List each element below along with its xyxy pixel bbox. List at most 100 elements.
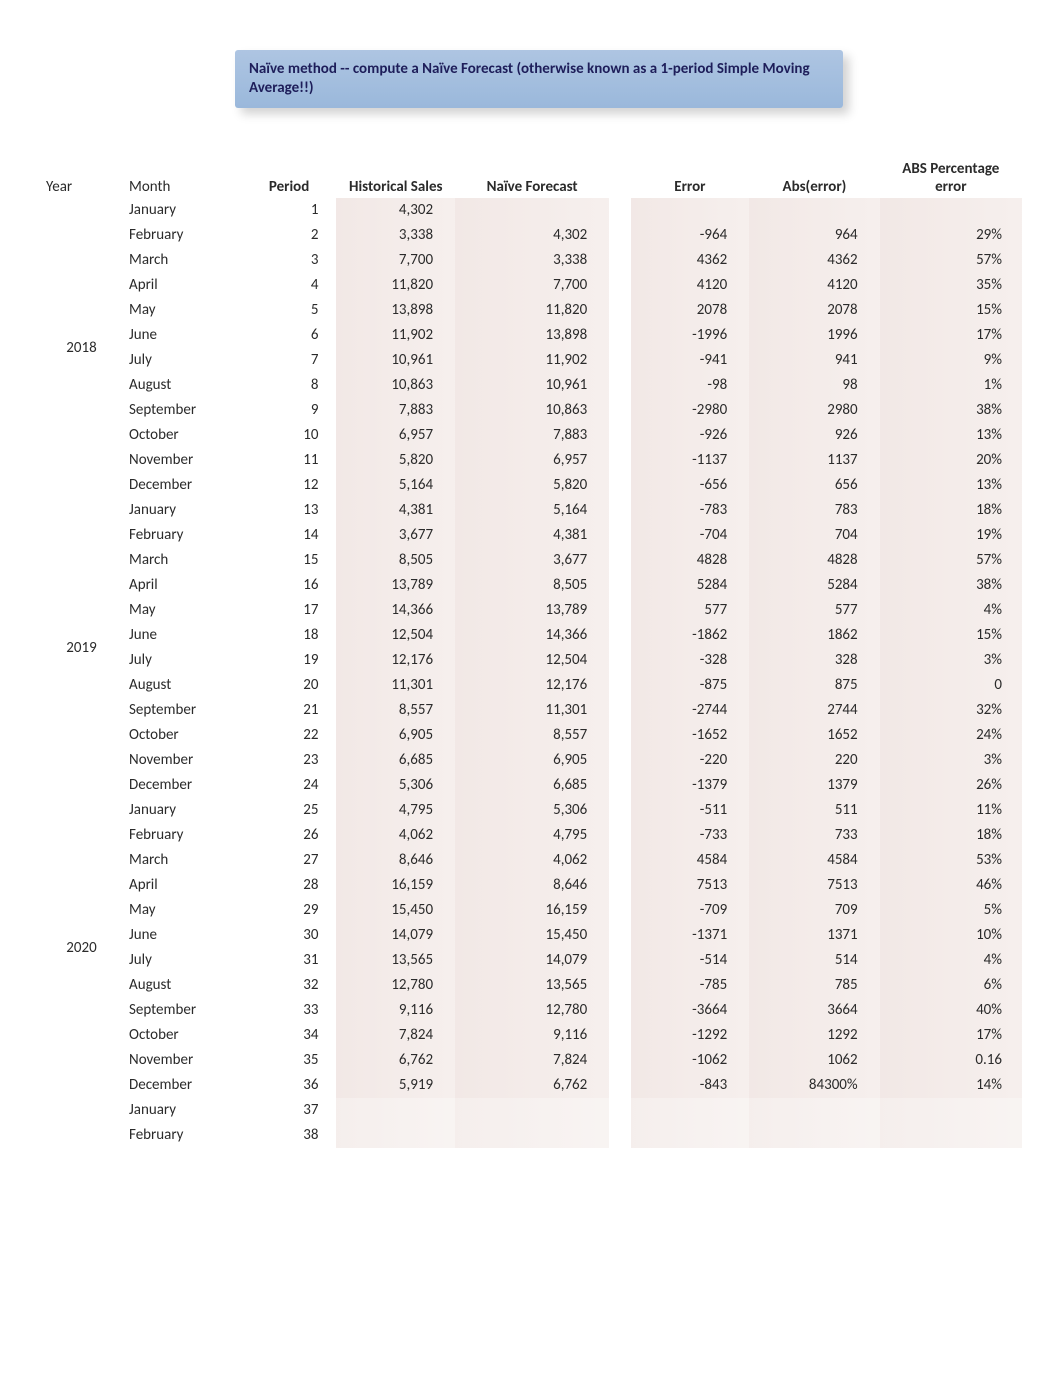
pct-cell: 24% [880, 723, 1022, 748]
hdr-gap [609, 158, 630, 198]
error-cell: -656 [631, 473, 750, 498]
pct-cell: 17% [880, 1023, 1022, 1048]
month-cell: March [123, 248, 242, 273]
period-cell: 28 [242, 873, 337, 898]
error-cell: -843 [631, 1073, 750, 1098]
table-row: May513,89811,8202078207815% [40, 298, 1022, 323]
pct-cell: 35% [880, 273, 1022, 298]
abserr-cell: 875 [749, 673, 879, 698]
period-cell: 36 [242, 1073, 337, 1098]
abserr-cell: 733 [749, 823, 879, 848]
gap-cell [609, 923, 630, 948]
abserr-cell: 220 [749, 748, 879, 773]
pct-cell: 18% [880, 823, 1022, 848]
pct-cell: 6% [880, 973, 1022, 998]
gap-cell [609, 998, 630, 1023]
sales-cell: 4,381 [336, 498, 455, 523]
pct-cell: 26% [880, 773, 1022, 798]
forecast-cell: 11,301 [455, 698, 609, 723]
table-row: July1912,17612,504-3283283% [40, 648, 1022, 673]
forecast-cell: 4,795 [455, 823, 609, 848]
forecast-cell: 6,905 [455, 748, 609, 773]
error-cell: -783 [631, 498, 750, 523]
gap-cell [609, 1098, 630, 1123]
month-cell: June [123, 323, 242, 348]
pct-cell: 29% [880, 223, 1022, 248]
forecast-cell: 6,957 [455, 448, 609, 473]
empty-cell [631, 1098, 750, 1123]
forecast-cell: 5,306 [455, 798, 609, 823]
abserr-cell: 1137 [749, 448, 879, 473]
error-cell: 4828 [631, 548, 750, 573]
period-cell: 17 [242, 598, 337, 623]
pct-cell: 17% [880, 323, 1022, 348]
table-row: January37 [40, 1098, 1022, 1123]
period-cell: 26 [242, 823, 337, 848]
month-cell: February [123, 223, 242, 248]
gap-cell [609, 498, 630, 523]
sales-cell: 7,883 [336, 398, 455, 423]
period-cell: 35 [242, 1048, 337, 1073]
forecast-cell [455, 198, 609, 223]
error-cell: -709 [631, 898, 750, 923]
month-cell: February [123, 523, 242, 548]
gap-cell [609, 848, 630, 873]
year-cell [40, 1098, 123, 1123]
table-row: July3113,56514,079-5145144% [40, 948, 1022, 973]
sales-cell: 13,565 [336, 948, 455, 973]
table-row: October226,9058,557-1652165224% [40, 723, 1022, 748]
period-cell: 9 [242, 398, 337, 423]
pct-cell: 14% [880, 1073, 1022, 1098]
hdr-period: Period [242, 158, 337, 198]
error-cell: -1062 [631, 1048, 750, 1073]
gap-cell [609, 598, 630, 623]
gap-cell [609, 823, 630, 848]
table-row: December365,9196,762-84384300%14% [40, 1073, 1022, 1098]
error-cell: -785 [631, 973, 750, 998]
pct-cell: 0 [880, 673, 1022, 698]
hdr-month: Month [123, 158, 242, 198]
abserr-cell: 4362 [749, 248, 879, 273]
table-row: October106,9577,883-92692613% [40, 423, 1022, 448]
forecast-cell: 14,079 [455, 948, 609, 973]
month-cell: November [123, 1048, 242, 1073]
forecast-cell: 8,505 [455, 573, 609, 598]
sales-cell: 5,919 [336, 1073, 455, 1098]
table-row: September218,55711,301-2744274432% [40, 698, 1022, 723]
month-cell: November [123, 448, 242, 473]
empty-cell [631, 1123, 750, 1148]
sales-cell: 11,820 [336, 273, 455, 298]
forecast-cell: 4,062 [455, 848, 609, 873]
gap-cell [609, 948, 630, 973]
sales-cell: 6,762 [336, 1048, 455, 1073]
gap-cell [609, 773, 630, 798]
forecast-cell: 12,780 [455, 998, 609, 1023]
hdr-pct: ABS Percentage error [880, 158, 1022, 198]
gap-cell [609, 1123, 630, 1148]
title-bar: Naïve method -- compute a Naïve Forecast… [235, 50, 843, 108]
sales-cell: 9,116 [336, 998, 455, 1023]
table-row: May1714,36613,7895775774% [40, 598, 1022, 623]
gap-cell [609, 973, 630, 998]
gap-cell [609, 273, 630, 298]
period-cell: 12 [242, 473, 337, 498]
error-cell: -1137 [631, 448, 750, 473]
forecast-cell: 7,700 [455, 273, 609, 298]
abserr-cell: 577 [749, 598, 879, 623]
table-row: December245,3066,685-1379137926% [40, 773, 1022, 798]
gap-cell [609, 198, 630, 223]
month-cell: August [123, 973, 242, 998]
abserr-cell: 2980 [749, 398, 879, 423]
pct-cell [880, 198, 1022, 223]
pct-cell: 57% [880, 548, 1022, 573]
pct-cell: 3% [880, 748, 1022, 773]
table-row: August2011,30112,176-8758750 [40, 673, 1022, 698]
pct-cell: 1% [880, 373, 1022, 398]
month-cell: June [123, 923, 242, 948]
period-cell: 29 [242, 898, 337, 923]
abserr-cell: 941 [749, 348, 879, 373]
gap-cell [609, 1073, 630, 1098]
table-row: December125,1645,820-65665613% [40, 473, 1022, 498]
gap-cell [609, 448, 630, 473]
pct-cell: 3% [880, 648, 1022, 673]
